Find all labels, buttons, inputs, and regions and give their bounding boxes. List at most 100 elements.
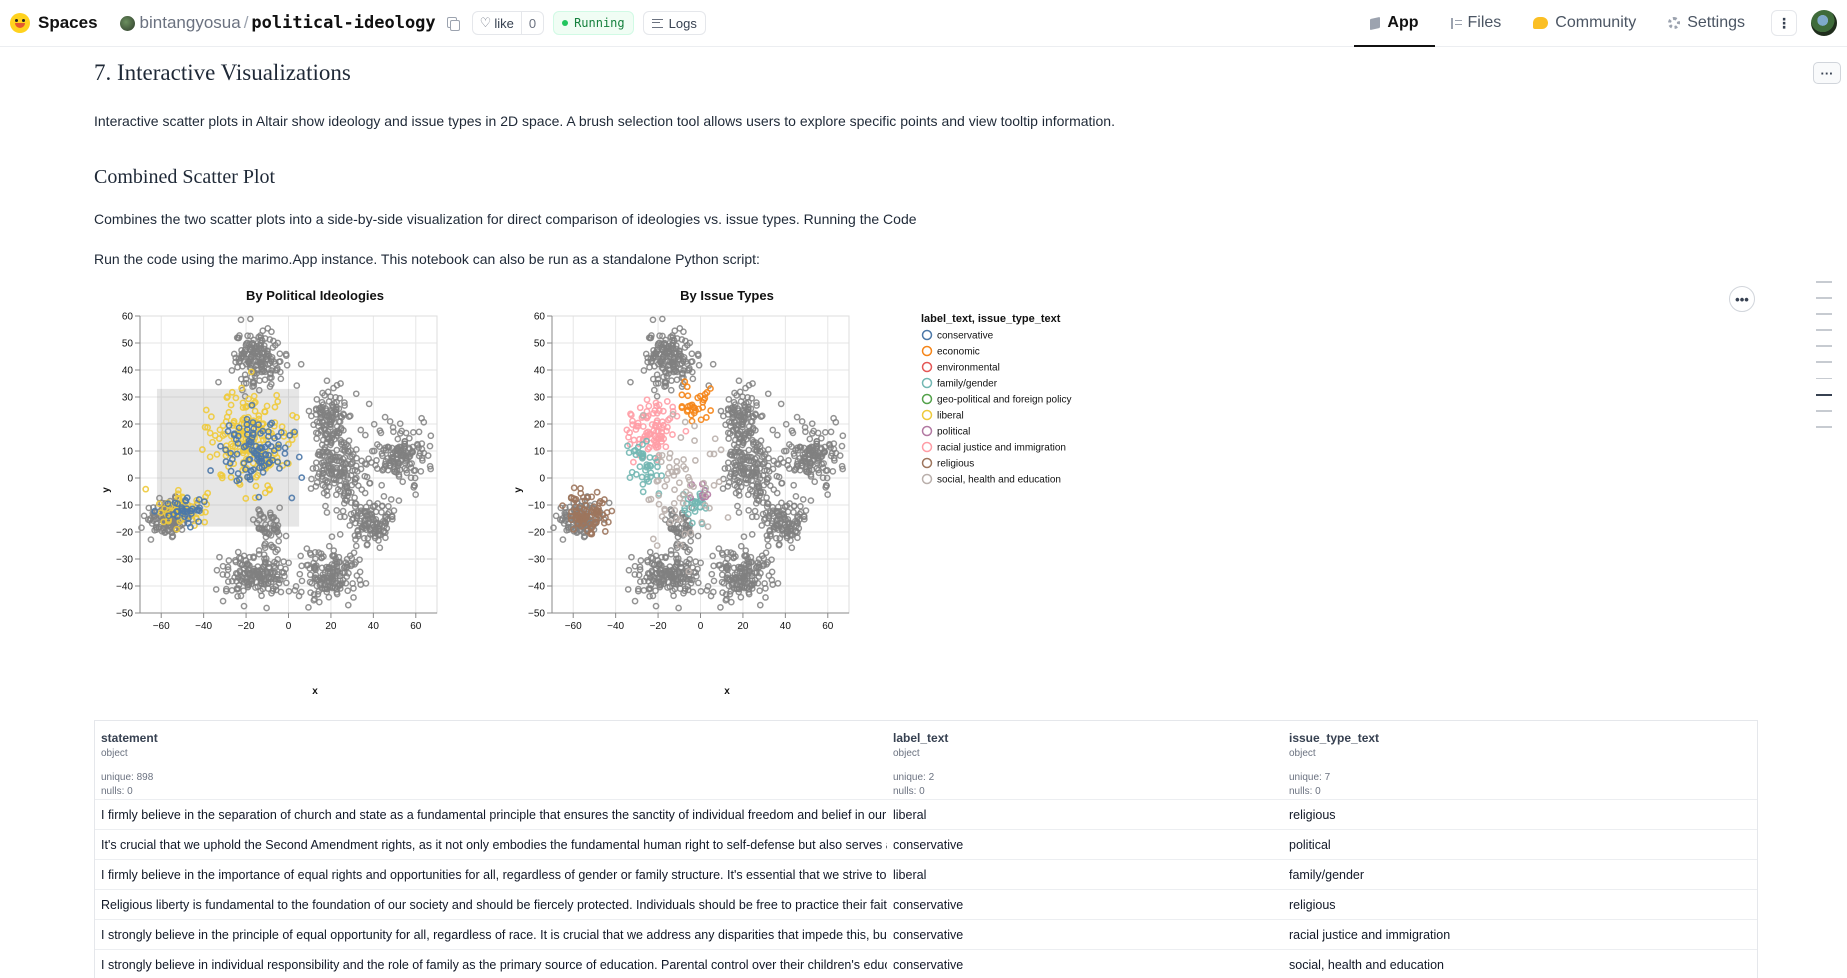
owner-link[interactable]: bintangyosua	[139, 13, 241, 32]
point-social-health-and-education[interactable]	[670, 472, 678, 479]
point-liberal[interactable]	[293, 413, 301, 421]
unselected-point[interactable]	[356, 576, 364, 584]
point-conservative[interactable]	[276, 464, 283, 472]
unselected-point[interactable]	[325, 448, 332, 456]
point-liberal[interactable]	[263, 402, 271, 410]
unselected-point[interactable]	[362, 526, 370, 533]
point-social-health-and-education[interactable]	[670, 499, 678, 507]
unselected-point[interactable]	[249, 516, 257, 523]
unselected-point[interactable]	[401, 438, 409, 445]
point-liberal[interactable]	[201, 423, 209, 431]
point-conservative[interactable]	[274, 458, 282, 466]
point-conservative[interactable]	[242, 442, 250, 450]
point-family-gender[interactable]	[646, 454, 654, 461]
unselected-point[interactable]	[426, 462, 434, 470]
unselected-point[interactable]	[315, 587, 323, 595]
unselected-point[interactable]	[298, 577, 306, 585]
unselected-point[interactable]	[366, 525, 374, 533]
unselected-point[interactable]	[788, 544, 796, 552]
point-conservative[interactable]	[217, 442, 224, 450]
unselected-point[interactable]	[402, 429, 410, 437]
unselected-point[interactable]	[792, 492, 800, 500]
cell-issue-type-text[interactable]: racial justice and immigration	[1289, 928, 1451, 942]
unselected-point[interactable]	[237, 316, 245, 324]
unselected-point[interactable]	[798, 418, 806, 425]
unselected-point[interactable]	[232, 558, 240, 566]
unselected-point[interactable]	[640, 367, 648, 374]
unselected-point[interactable]	[689, 375, 697, 383]
unselected-point[interactable]	[230, 350, 238, 358]
unselected-point[interactable]	[323, 509, 331, 516]
point-liberal[interactable]	[259, 436, 267, 444]
unselected-point[interactable]	[272, 366, 279, 374]
unselected-point[interactable]	[420, 418, 428, 426]
point-liberal[interactable]	[228, 388, 236, 396]
point-social-health-and-education[interactable]	[717, 446, 725, 454]
unselected-point[interactable]	[246, 562, 253, 569]
unselected-point[interactable]	[839, 432, 847, 440]
unselected-point[interactable]	[806, 435, 814, 443]
unselected-point[interactable]	[745, 446, 753, 454]
unselected-point[interactable]	[276, 504, 283, 512]
point-social-health-and-education[interactable]	[682, 465, 690, 473]
unselected-point[interactable]	[242, 379, 250, 387]
unselected-point[interactable]	[688, 350, 696, 358]
unselected-point[interactable]	[427, 465, 435, 473]
unselected-point[interactable]	[354, 527, 361, 535]
unselected-point[interactable]	[140, 512, 148, 520]
unselected-point[interactable]	[627, 378, 634, 386]
unselected-point[interactable]	[379, 502, 386, 510]
point-family-gender[interactable]	[688, 519, 696, 527]
unselected-point[interactable]	[649, 592, 657, 600]
point-conservative[interactable]	[151, 507, 159, 515]
chart-actions-button[interactable]: •••	[1729, 286, 1755, 312]
unselected-point[interactable]	[269, 344, 277, 351]
unselected-point[interactable]	[275, 537, 283, 545]
point-conservative[interactable]	[227, 467, 235, 475]
copy-icon[interactable]	[446, 16, 460, 31]
unselected-point[interactable]	[228, 577, 236, 585]
unselected-point[interactable]	[265, 560, 272, 567]
unselected-point[interactable]	[427, 432, 435, 440]
point-social-health-and-education[interactable]	[653, 542, 661, 549]
cell-statement[interactable]: I firmly believe in the importance of eq…	[101, 868, 887, 882]
unselected-point[interactable]	[773, 431, 781, 439]
table-row[interactable]: Religious liberty is fundamental to the …	[95, 889, 1757, 919]
point-conservative[interactable]	[295, 453, 303, 461]
unselected-point[interactable]	[170, 526, 178, 533]
unselected-point[interactable]	[161, 529, 169, 537]
unselected-point[interactable]	[390, 428, 397, 436]
point-conservative[interactable]	[248, 401, 256, 409]
unselected-point[interactable]	[228, 587, 236, 594]
unselected-point[interactable]	[262, 555, 270, 562]
unselected-point[interactable]	[725, 396, 733, 403]
unselected-point[interactable]	[237, 592, 245, 600]
point-liberal[interactable]	[206, 429, 214, 437]
status-badge[interactable]: Running	[553, 11, 634, 35]
table-row[interactable]: I firmly believe in the importance of eq…	[95, 859, 1757, 889]
unselected-point[interactable]	[213, 566, 221, 574]
point-conservative[interactable]	[277, 428, 285, 436]
point-conservative[interactable]	[245, 437, 253, 445]
unselected-point[interactable]	[380, 492, 388, 500]
unselected-point[interactable]	[426, 442, 434, 450]
point-conservative[interactable]	[250, 466, 257, 474]
combined-scatter-chart[interactable]: By Political Ideologies −60 −40 −20 0 20 40 60…	[94, 282, 1114, 702]
point-social-health-and-education[interactable]	[665, 454, 673, 462]
point-liberal[interactable]	[251, 407, 259, 415]
unselected-point[interactable]	[352, 500, 360, 508]
unselected-point[interactable]	[325, 457, 333, 465]
point-liberal[interactable]	[206, 453, 214, 461]
cell-issue-type-text[interactable]: religious	[1289, 808, 1336, 822]
unselected-point[interactable]	[353, 446, 360, 453]
unselected-point[interactable]	[264, 325, 272, 332]
unselected-point[interactable]	[324, 565, 331, 573]
unselected-point[interactable]	[323, 588, 331, 596]
point-liberal[interactable]	[204, 423, 212, 431]
unselected-point[interactable]	[640, 587, 648, 594]
point-racial-justice-and-immigration[interactable]	[629, 421, 637, 429]
unselected-point[interactable]	[353, 512, 361, 519]
point-conservative[interactable]	[298, 474, 306, 482]
unselected-point[interactable]	[364, 540, 371, 548]
unselected-point[interactable]	[409, 428, 417, 436]
